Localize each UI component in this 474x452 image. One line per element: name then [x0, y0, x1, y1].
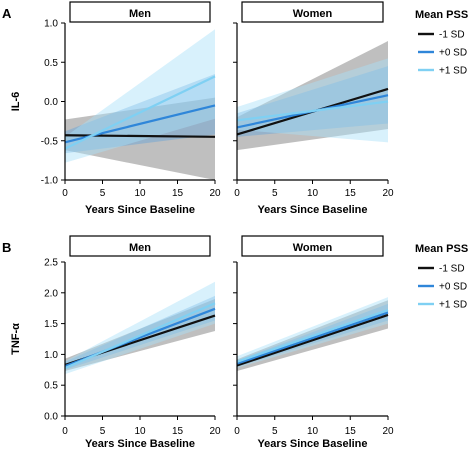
x-tick-label: 15 — [345, 188, 357, 199]
facet-women: Women 0 5 10 15 20 Years Since Baseline — [233, 1, 394, 216]
x-tick-label: 0 — [234, 188, 240, 199]
series-line-1SD — [236, 309, 389, 363]
y-tick-label: 0.5 — [44, 58, 58, 69]
ci-band-1SD — [65, 97, 215, 180]
x-tick-label: 5 — [272, 188, 278, 199]
y-tick-label: -0.5 — [41, 136, 59, 147]
x-tick-label: 20 — [209, 426, 221, 437]
y-tick-label: 0.0 — [44, 412, 58, 423]
panel-letter: B — [2, 240, 11, 255]
y-tick-label: 0.0 — [44, 97, 58, 108]
facet-label: Men — [129, 242, 151, 254]
x-axis-title: Years Since Baseline — [85, 204, 195, 216]
x-axis-title: Years Since Baseline — [257, 204, 367, 216]
legend-label: +1 SD — [439, 300, 467, 311]
legend-title: Mean PSS — [415, 9, 468, 21]
x-tick-label: 20 — [209, 188, 221, 199]
x-tick-label: 10 — [307, 188, 319, 199]
legend: Mean PSS -1 SD +0 SD +1 SD — [415, 9, 468, 77]
x-tick-label: 10 — [134, 426, 146, 437]
facet-label: Women — [293, 8, 333, 20]
panel-letter: A — [2, 6, 12, 21]
ci-band-1SD — [237, 58, 388, 143]
panel-B: B Men 0.0 0.5 1.0 1.5 2.0 2.5 0 5 10 15 20 Years Sinc… — [2, 235, 468, 450]
series-line-1SD — [64, 302, 216, 369]
y-axis-title: IL-6 — [10, 92, 22, 112]
x-axis-title: Years Since Baseline — [85, 438, 195, 450]
x-tick-label: 15 — [345, 426, 357, 437]
legend-label: -1 SD — [439, 30, 465, 41]
x-tick-label: 5 — [100, 426, 106, 437]
x-tick-label: 5 — [100, 188, 106, 199]
legend-label: +0 SD — [439, 48, 467, 59]
panel-A: A Men -1.0 -0.5 0.0 0.5 1.0 0 5 10 15 20 Years Since… — [2, 1, 468, 216]
ci-band-1SD — [65, 281, 215, 375]
series-line-1SD — [236, 313, 389, 367]
x-tick-label: 0 — [234, 426, 240, 437]
x-axis-title: Years Since Baseline — [257, 438, 367, 450]
x-tick-label: 20 — [382, 426, 394, 437]
facet-men: Men -1.0 -0.5 0.0 0.5 1.0 0 5 10 15 20 Years Since … — [41, 1, 221, 216]
facet-men: Men 0.0 0.5 1.0 1.5 2.0 2.5 0 5 10 15 20 Years Since… — [44, 235, 221, 450]
facet-label-box — [69, 235, 211, 257]
legend-label: +0 SD — [439, 282, 467, 293]
y-tick-label: 2.0 — [44, 288, 58, 299]
x-tick-label: 10 — [307, 426, 319, 437]
y-tick-label: 1.0 — [44, 350, 58, 361]
x-tick-label: 5 — [272, 426, 278, 437]
y-tick-label: 1.0 — [44, 19, 58, 30]
y-tick-label: 0.5 — [44, 381, 58, 392]
series-line-1SD — [236, 100, 389, 122]
legend: Mean PSS -1 SD +0 SD +1 SD — [415, 243, 468, 311]
series-line-1SD — [64, 75, 216, 150]
y-tick-label: 2.5 — [44, 258, 58, 269]
facet-label-box — [69, 1, 211, 23]
x-tick-label: 15 — [172, 188, 184, 199]
facet-label: Women — [293, 242, 333, 254]
x-tick-label: 15 — [172, 426, 184, 437]
legend-label: -1 SD — [439, 264, 465, 275]
y-axis-title: TNF-α — [10, 323, 22, 355]
facet-women: Women 0 5 10 15 20 Years Since Baseline — [233, 235, 394, 450]
y-tick-label: 1.5 — [44, 319, 58, 330]
legend-title: Mean PSS — [415, 243, 468, 255]
x-tick-label: 10 — [134, 188, 146, 199]
facet-label-box — [241, 235, 384, 257]
y-tick-label: -1.0 — [41, 176, 59, 187]
facet-label: Men — [129, 8, 151, 20]
facet-label-box — [241, 1, 384, 23]
x-tick-label: 20 — [382, 188, 394, 199]
legend-label: +1 SD — [439, 66, 467, 77]
x-tick-label: 0 — [62, 188, 68, 199]
x-tick-label: 0 — [62, 426, 68, 437]
series-line-0SD — [236, 311, 389, 365]
